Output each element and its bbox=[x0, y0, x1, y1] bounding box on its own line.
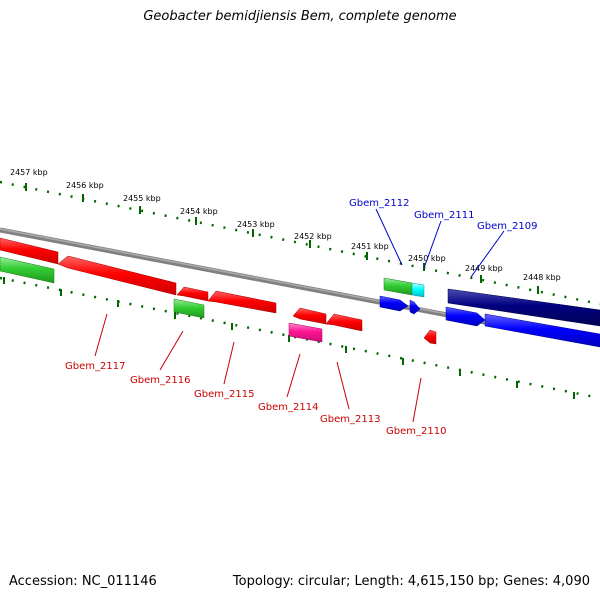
gene-features-inner bbox=[173, 295, 600, 348]
leader-lines-top bbox=[375, 208, 505, 278]
gene-label: Gbem_2114 bbox=[258, 402, 318, 413]
gene-labels-bottom: Gbem_2117 Gbem_2116 Gbem_2115 Gbem_2114 … bbox=[65, 361, 446, 437]
scale-label: 2452 kbp bbox=[294, 232, 332, 241]
gene-arrow bbox=[292, 307, 327, 325]
gene-label: Gbem_2111 bbox=[414, 210, 474, 221]
scale-label: 2457 kbp bbox=[10, 168, 48, 177]
gene-label: Gbem_2109 bbox=[477, 221, 537, 232]
scale-label: 2454 kbp bbox=[180, 207, 218, 216]
scale-label: 2456 kbp bbox=[66, 181, 104, 190]
gene-arrow bbox=[379, 295, 409, 312]
gene-arrow bbox=[445, 306, 486, 327]
gene-label: Gbem_2117 bbox=[65, 361, 125, 372]
leader-lines-bottom bbox=[94, 313, 422, 423]
gene-box bbox=[484, 313, 600, 348]
gene-arrow bbox=[57, 255, 177, 296]
outer-ruler-major-ticks bbox=[25, 183, 539, 294]
gene-arrow bbox=[409, 299, 421, 315]
gene-arrow bbox=[423, 329, 437, 345]
scale-label: 2450 kbp bbox=[408, 254, 446, 263]
scale-label: 2449 kbp bbox=[465, 264, 503, 273]
scale-label: 2453 kbp bbox=[237, 220, 275, 229]
scale-label: 2448 kbp bbox=[523, 273, 561, 282]
gene-label: Gbem_2112 bbox=[349, 198, 409, 209]
gene-labels-top: Gbem_2112 Gbem_2111 Gbem_2109 bbox=[349, 198, 537, 232]
gene-box bbox=[0, 256, 55, 284]
accession-text: Accession: NC_011146 bbox=[9, 574, 157, 589]
map-title: Geobacter bemidjiensis Bem, complete gen… bbox=[143, 9, 457, 24]
gene-box bbox=[383, 277, 413, 296]
gene-arrow bbox=[207, 290, 277, 314]
gene-arrow bbox=[176, 286, 209, 302]
gene-box bbox=[447, 288, 600, 327]
scale-label: 2455 kbp bbox=[123, 194, 161, 203]
gene-features-outer bbox=[0, 237, 600, 327]
scale-label: 2451 kbp bbox=[351, 242, 389, 251]
topology-text: Topology: circular; Length: 4,615,150 bp… bbox=[232, 574, 590, 589]
scale-labels: 2457 kbp 2456 kbp 2455 kbp 2454 kbp 2453… bbox=[10, 168, 561, 282]
gene-box bbox=[411, 282, 425, 298]
gene-arrow bbox=[325, 313, 363, 332]
gene-box bbox=[288, 322, 323, 343]
gene-label: Gbem_2110 bbox=[386, 426, 446, 437]
gene-box bbox=[173, 298, 205, 319]
gene-label: Gbem_2115 bbox=[194, 389, 254, 400]
gene-label: Gbem_2113 bbox=[320, 414, 380, 425]
inner-ruler-major-ticks bbox=[3, 277, 575, 399]
gene-label: Gbem_2116 bbox=[130, 375, 190, 386]
